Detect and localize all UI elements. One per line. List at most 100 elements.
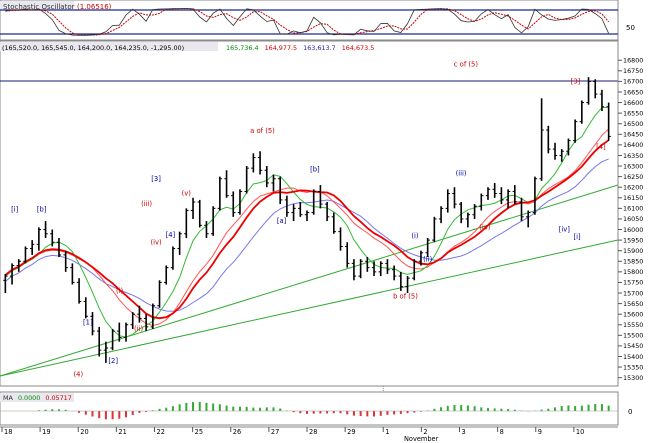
price-bar [76,278,82,304]
price-bar [50,229,55,247]
price-tick-label: 15650 [623,300,643,308]
wave-label: (ii) [134,325,143,333]
price-bar [311,189,316,215]
wave-label: c of (5) [454,61,479,69]
price-bar [231,191,236,217]
price-bar [391,265,397,281]
price-bar [164,265,169,285]
stochastic-lines [5,8,609,36]
price-tick-label: 15450 [623,342,643,350]
price-panel-frame [0,40,619,387]
stochastic-scale-label: 50 [626,24,635,32]
price-bar [345,242,350,268]
price-bar [110,328,115,351]
wave-label: (ii) [423,255,432,263]
price-tick-label: 16450 [623,131,643,139]
date-tick-label: 19 [42,428,50,436]
price-bar [150,303,156,329]
macd-title-text: MA [3,394,14,402]
price-bar [123,322,129,342]
macd-zero-label: 0 [628,408,632,416]
price-bar [318,185,323,209]
price-bars [3,77,611,363]
price-tick-label: 16750 [623,67,643,75]
price-bar [539,98,544,181]
price-bar [324,202,330,222]
price-tick-label: 16100 [623,205,643,213]
price-bar [298,202,303,217]
price-bar [244,166,249,194]
price-tick-label: 16000 [623,226,643,234]
price-bar [190,197,196,219]
ma2-value: 164,977.5 [265,44,298,52]
date-tick-label: 28 [309,428,317,436]
wave-label: (iv) [150,238,162,246]
wave-label: [3] [571,78,581,86]
price-bar [472,204,477,219]
macd-value-1: 0.0000 [18,394,40,402]
ma3-value: 163,613.7 [303,44,336,52]
date-tick-label: 10 [576,428,584,436]
wave-label: [4] [166,231,176,239]
price-bar [412,259,417,281]
price-bar [291,204,296,222]
upper-trendline [0,184,619,377]
price-tick-label: 16400 [623,141,643,149]
wave-label: [b] [310,165,320,173]
price-bar [83,297,88,319]
wave-label: [a] [277,217,287,225]
price-bar [572,119,578,143]
price-tick-label: 16800 [623,57,643,65]
wave-label: [iv] [559,226,571,234]
price-tick-label: 16150 [623,194,643,202]
macd-histogram [0,402,618,420]
price-tick-label: 16200 [623,184,643,192]
lower-trendline [0,239,619,377]
price-bar [358,259,363,279]
date-tick-label: 18 [4,428,12,436]
price-bar [210,206,216,236]
price-header-bg [0,42,218,51]
stochastic-title: Stochastic Oscillator [3,3,75,11]
price-tick-label: 16300 [623,162,643,170]
price-tick-label: 16500 [623,120,643,128]
price-bar [184,208,189,238]
price-bar [371,261,377,277]
price-bar [458,202,464,224]
wave-label: [4] [596,143,606,151]
price-bar [398,271,404,291]
price-bar [599,89,605,112]
price-tick-label: 15850 [623,258,643,266]
price-bar [204,221,209,238]
date-tick-label: 27 [271,428,279,436]
wave-label: (i) [411,232,419,240]
price-bar [43,221,48,238]
price-bar [425,237,430,258]
price-bar [29,240,35,255]
wave-label: (iii) [141,200,152,208]
price-bar [56,237,62,258]
price-tick-label: 15750 [623,279,643,287]
macd-title: MA 0.0000 0.05717 [3,394,72,402]
price-bar [63,250,68,272]
price-tick-label: 15700 [623,289,643,297]
wave-label: [3] [151,175,161,183]
price-bar [499,187,504,205]
macd-panel: MA 0.0000 0.05717 0 [0,391,632,426]
price-bar [304,210,310,222]
price-bar [593,79,598,99]
date-tick-label: 26 [233,428,241,436]
price-header-mas: 165,736.4 164,977.5 163,613.7 164,673.5 [226,44,374,52]
price-bar [512,185,518,205]
price-bar [552,142,558,160]
price-bar [157,280,162,308]
price-bar [385,259,390,274]
price-bar [338,227,343,251]
price-bar [479,193,484,211]
stochastic-panel: Stochastic Oscillator (1.06516) 50 [0,0,635,41]
date-tick-label: 29 [347,428,355,436]
macd-value-2: 0.05717 [45,394,71,402]
price-tick-label: 16350 [623,152,643,160]
month-label: November [404,435,439,443]
